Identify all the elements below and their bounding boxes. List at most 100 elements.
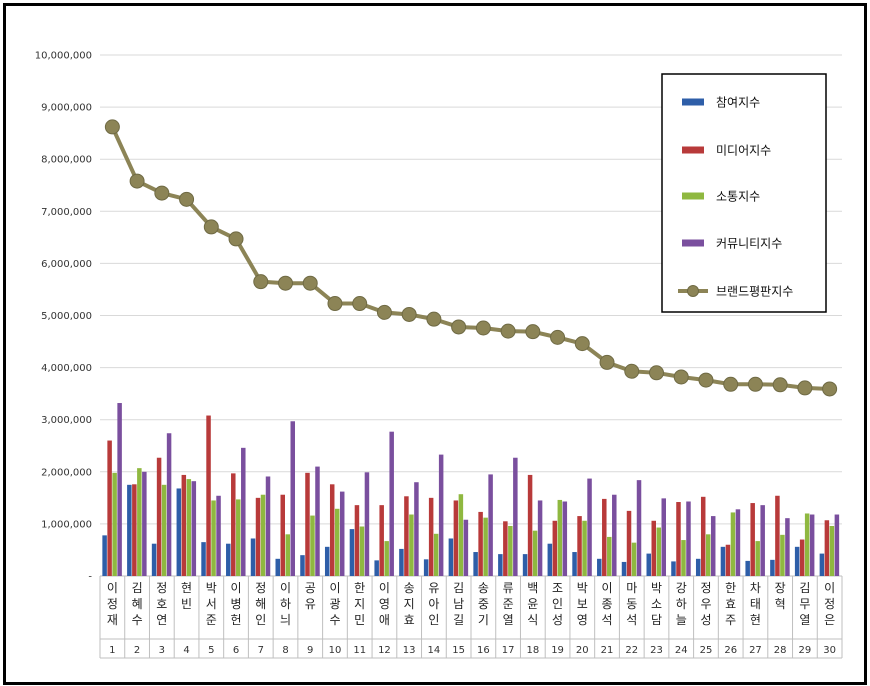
bar (428, 497, 434, 576)
bar (760, 505, 765, 576)
bar (186, 479, 192, 576)
bar (488, 474, 493, 576)
category-rank: 16 (477, 645, 490, 656)
bar (423, 559, 429, 576)
legend-swatch-marker (687, 285, 699, 297)
category-rank: 1 (109, 645, 115, 656)
bar (438, 454, 444, 576)
bar (661, 498, 666, 576)
category-rank: 29 (799, 645, 812, 656)
bar (334, 508, 340, 576)
bar (364, 472, 370, 576)
brand-line-point (698, 372, 714, 388)
brand-line-point (203, 219, 219, 235)
bar (607, 536, 612, 576)
bar (404, 496, 409, 576)
bar (181, 474, 187, 576)
category-rank: 20 (576, 645, 589, 656)
bar (255, 497, 261, 576)
category-rank: 26 (724, 645, 737, 656)
bar (775, 495, 780, 576)
brand-line-point (624, 363, 640, 379)
bar (231, 473, 236, 576)
legend-label: 소통지수 (716, 190, 760, 204)
bar (794, 546, 800, 576)
bar (349, 529, 355, 576)
brand-line-point (228, 231, 244, 247)
bar (127, 484, 132, 576)
bar (829, 525, 835, 576)
bar (137, 468, 142, 576)
brand-line-point (747, 376, 763, 392)
bar (582, 520, 587, 576)
brand-line-point (104, 119, 120, 135)
y-tick-label: 2,000,000 (41, 467, 92, 478)
bar (236, 499, 241, 576)
bar (112, 472, 117, 576)
bar (695, 558, 701, 576)
category-rank: 7 (258, 645, 264, 656)
bar (834, 514, 840, 576)
bar (453, 500, 459, 576)
y-tick-label: 1,000,000 (41, 519, 92, 530)
bar (755, 541, 760, 576)
chart-svg: - 1,000,000 2,000,000 3,000,000 4,000,000 5,0… (35, 51, 843, 659)
bar (671, 561, 676, 576)
brand-line-point (352, 296, 368, 312)
bar (824, 520, 830, 576)
brand-line-point (822, 381, 838, 397)
bar (597, 558, 602, 576)
bar (250, 538, 256, 576)
y-tick-label: 7,000,000 (41, 207, 92, 218)
bar (107, 440, 112, 576)
bar (241, 447, 246, 576)
bar (478, 511, 483, 576)
bar (483, 517, 488, 576)
bar (161, 484, 167, 576)
bar (552, 520, 558, 576)
category-rank: 5 (208, 645, 214, 656)
bar (151, 543, 157, 576)
bar (211, 500, 216, 576)
category-rank: 19 (551, 645, 564, 656)
category-rank: 12 (378, 645, 391, 656)
brand-line-point (649, 365, 664, 381)
category-rank: 18 (526, 645, 539, 656)
brand-line-point (179, 191, 195, 207)
category-rank: 8 (282, 645, 288, 656)
category-rank: 30 (823, 645, 836, 656)
bar (819, 553, 825, 576)
bars (102, 403, 840, 576)
bar (433, 533, 439, 576)
bar (572, 552, 577, 576)
bar (780, 534, 785, 576)
bar (547, 543, 553, 576)
brand-line-point (327, 296, 343, 312)
bar (280, 494, 285, 576)
category-rank: 27 (749, 645, 762, 656)
bar (809, 514, 815, 576)
y-tick-label: 3,000,000 (41, 415, 92, 426)
legend-label: 커뮤니티지수 (716, 237, 782, 251)
bar (191, 481, 197, 576)
bar (527, 474, 533, 576)
bar (745, 560, 750, 576)
bar (799, 539, 805, 576)
category-rank: 24 (675, 645, 688, 656)
bar (290, 421, 295, 576)
bar (473, 552, 478, 576)
legend-swatch (682, 192, 704, 200)
category-rank: 3 (159, 645, 165, 656)
